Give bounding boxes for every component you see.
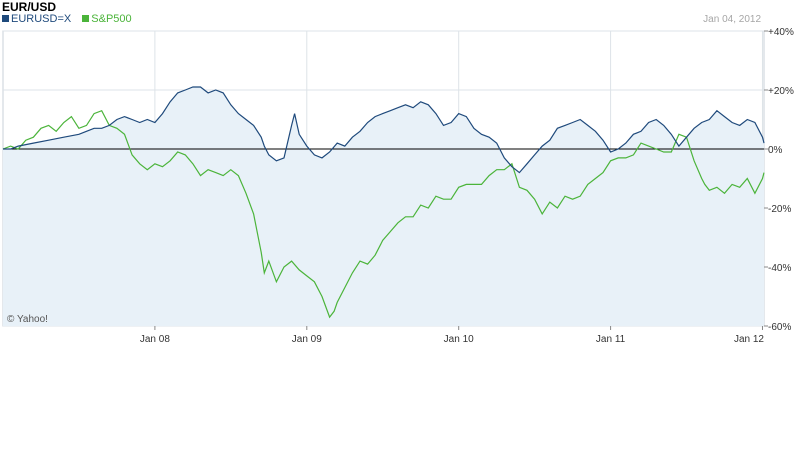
legend-item-sp500[interactable]: S&P500 (82, 13, 132, 25)
chart-credit: © Yahoo! (7, 314, 48, 325)
x-tick-label: Jan 09 (292, 334, 322, 345)
series-area-eurusd (3, 87, 764, 326)
y-tick-label: +20% (768, 86, 794, 97)
chart-title: EUR/USD (2, 0, 57, 14)
x-tick-label: Jan 08 (140, 334, 170, 345)
series-line-eurusd (3, 86, 765, 174)
y-axis: +40% +20% 0% -20% -40% -60% (764, 27, 794, 333)
x-tick-label: Jan 11 (596, 334, 626, 345)
y-tick-label: -20% (768, 204, 791, 215)
series-line-sp500 (2, 109, 765, 319)
y-tick-label: -60% (768, 322, 791, 333)
x-tick-label: Jan 12 (734, 334, 764, 345)
legend-swatch-sp500 (82, 15, 90, 22)
chart-date: Jan 04, 2012 (703, 14, 761, 25)
x-tick-label: Jan 10 (444, 334, 474, 345)
y-tick-label: 0% (768, 145, 783, 156)
chart-legend: EURUSD=X S&P500 (2, 13, 140, 25)
legend-label-sp500: S&P500 (91, 13, 132, 25)
y-tick-label: -40% (768, 263, 791, 274)
legend-item-eurusd[interactable]: EURUSD=X (2, 13, 71, 25)
x-axis: Jan 08 Jan 09 Jan 10 Jan 11 Jan 12 (140, 326, 764, 345)
y-tick-label: +40% (768, 27, 794, 38)
legend-swatch-eurusd (2, 15, 9, 22)
legend-label-eurusd: EURUSD=X (11, 13, 72, 25)
